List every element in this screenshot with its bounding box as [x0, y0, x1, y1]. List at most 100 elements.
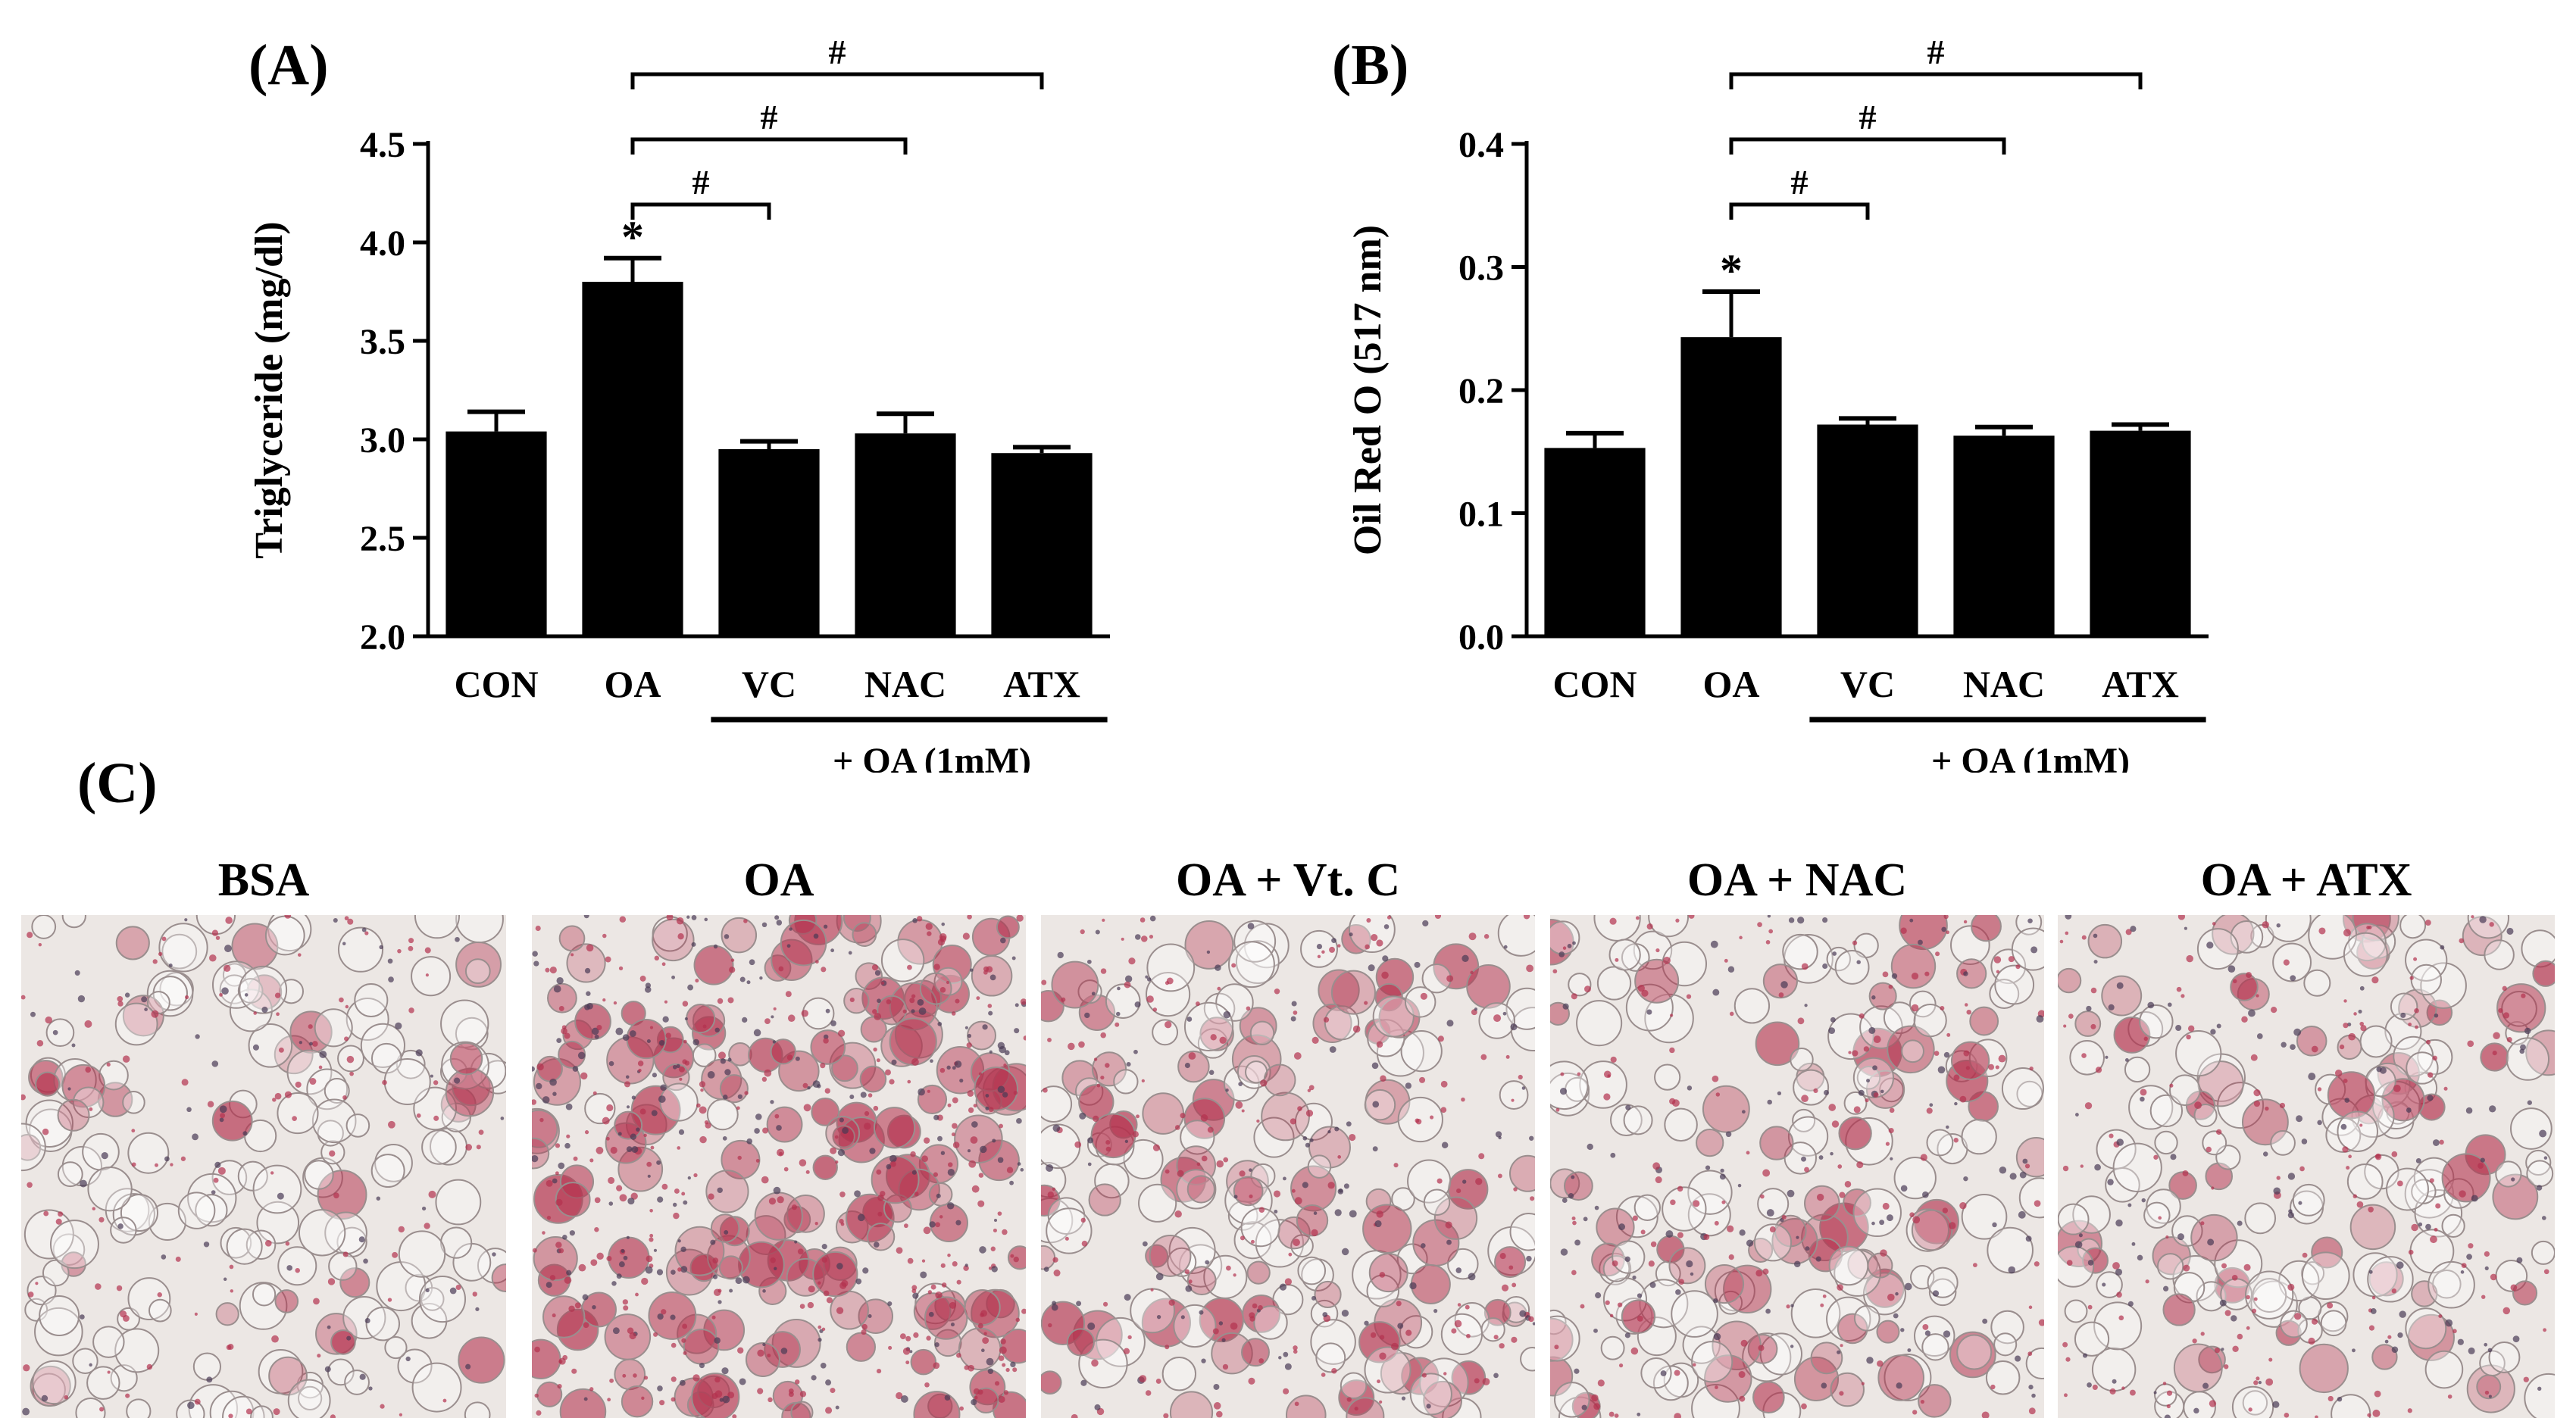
stain-droplet: [1166, 977, 1174, 985]
stain-droplet: [2140, 1088, 2147, 1096]
stain-droplet: [472, 1292, 477, 1297]
stain-droplet: [1571, 993, 1577, 1000]
stain-droplet: [1141, 1079, 1145, 1083]
stain-droplet: [921, 1259, 926, 1263]
cell: [780, 919, 827, 967]
stain-droplet: [2370, 1308, 2377, 1314]
stain-droplet: [939, 987, 946, 993]
stain-droplet: [896, 1247, 903, 1254]
cell: [2015, 915, 2043, 935]
stain-droplet: [309, 1078, 317, 1085]
stain-droplet: [2169, 1083, 2174, 1088]
cell: [1177, 1050, 1210, 1083]
cell: [1987, 1226, 2034, 1274]
stain-droplet: [1317, 954, 1321, 959]
stain-droplet: [1064, 1236, 1069, 1241]
cell: [2112, 1142, 2162, 1192]
stain-droplet: [1455, 1267, 1462, 1273]
stain-droplet: [876, 1058, 880, 1063]
stain-droplet: [1725, 1131, 1732, 1138]
stain-droplet: [1140, 917, 1146, 923]
stain-droplet: [1741, 1110, 1746, 1114]
stain-droplet: [719, 1398, 724, 1402]
stain-droplet: [2344, 1098, 2350, 1103]
stain-droplet: [939, 1067, 946, 1073]
stain-droplet: [2391, 1151, 2398, 1157]
stain-droplet: [951, 1011, 956, 1016]
stain-droplet: [277, 1192, 284, 1200]
stain-droplet: [589, 1158, 594, 1163]
stain-droplet: [736, 1106, 740, 1110]
stain-droplet: [2248, 1407, 2252, 1412]
stain-droplet: [536, 1082, 542, 1090]
cell: [1146, 972, 1191, 1017]
stain-droplet: [1201, 1155, 1208, 1162]
stain-droplet: [584, 1130, 589, 1135]
stain-droplet: [925, 923, 933, 930]
stain-droplet: [532, 1248, 537, 1253]
stain-droplet: [1390, 1342, 1399, 1351]
cell: [1752, 1381, 1785, 1413]
stain-droplet: [839, 1117, 844, 1123]
stain-droplet: [2116, 982, 2124, 989]
stain-droplet: [1963, 1050, 1970, 1057]
cell: [45, 1018, 75, 1048]
cell: [345, 1113, 370, 1138]
stain-droplet: [1381, 971, 1389, 979]
cell: [2386, 1167, 2429, 1211]
stain-droplet: [1238, 1082, 1243, 1087]
stain-droplet: [1801, 1403, 1807, 1410]
cell: [2190, 1213, 2238, 1262]
stain-droplet: [2062, 1165, 2069, 1172]
stain-droplet: [536, 1410, 542, 1416]
stain-droplet: [1308, 1085, 1315, 1091]
stain-droplet: [891, 1059, 897, 1065]
stain-droplet: [388, 1120, 395, 1129]
cell: [1404, 986, 1436, 1018]
stain-droplet: [1446, 1239, 1452, 1245]
stain-droplet: [1852, 940, 1858, 945]
stain-droplet: [211, 1190, 216, 1195]
stain-droplet: [2537, 1386, 2542, 1391]
stain-droplet: [1329, 946, 1336, 953]
stain-droplet: [886, 1163, 892, 1170]
cell: [1733, 988, 1771, 1024]
stain-droplet: [2212, 922, 2216, 926]
cell: [1499, 1080, 1529, 1110]
stain-droplet: [1499, 1343, 1505, 1349]
stain-droplet: [727, 1057, 732, 1062]
stain-droplet: [773, 1186, 781, 1195]
stain-droplet: [1828, 1027, 1836, 1035]
stain-droplet: [2376, 1067, 2382, 1073]
stain-droplet: [342, 1095, 347, 1100]
stain-droplet: [425, 1288, 430, 1292]
stain-droplet: [408, 945, 414, 951]
micrograph-oa: [532, 915, 1026, 1418]
cell: [810, 1029, 846, 1065]
cell: [2399, 915, 2427, 939]
stain-droplet: [714, 1027, 720, 1033]
stain-droplet: [678, 1129, 685, 1135]
stain-droplet: [619, 1194, 627, 1202]
cell: [846, 1332, 877, 1362]
stain-droplet: [1804, 1167, 1809, 1173]
stain-droplet: [1437, 1035, 1444, 1042]
stain-droplet: [946, 1065, 951, 1070]
stain-droplet: [966, 1042, 972, 1048]
stain-droplet: [2510, 1284, 2518, 1292]
stain-droplet: [223, 1277, 227, 1282]
stain-droplet: [1354, 1407, 1358, 1411]
cell: [2303, 969, 2331, 997]
stain-droplet: [2078, 1233, 2083, 1238]
stain-droplet: [168, 964, 173, 967]
stain-droplet: [727, 1391, 735, 1399]
stain-droplet: [1686, 994, 1692, 999]
cell: [2484, 939, 2515, 970]
cell: [1828, 1245, 1869, 1286]
stain-droplet: [905, 1360, 910, 1365]
stain-droplet: [2490, 1273, 2497, 1281]
stain-droplet: [691, 942, 696, 947]
stain-droplet: [692, 1374, 700, 1382]
stain-droplet: [998, 1355, 1005, 1361]
stain-droplet: [974, 1395, 978, 1400]
